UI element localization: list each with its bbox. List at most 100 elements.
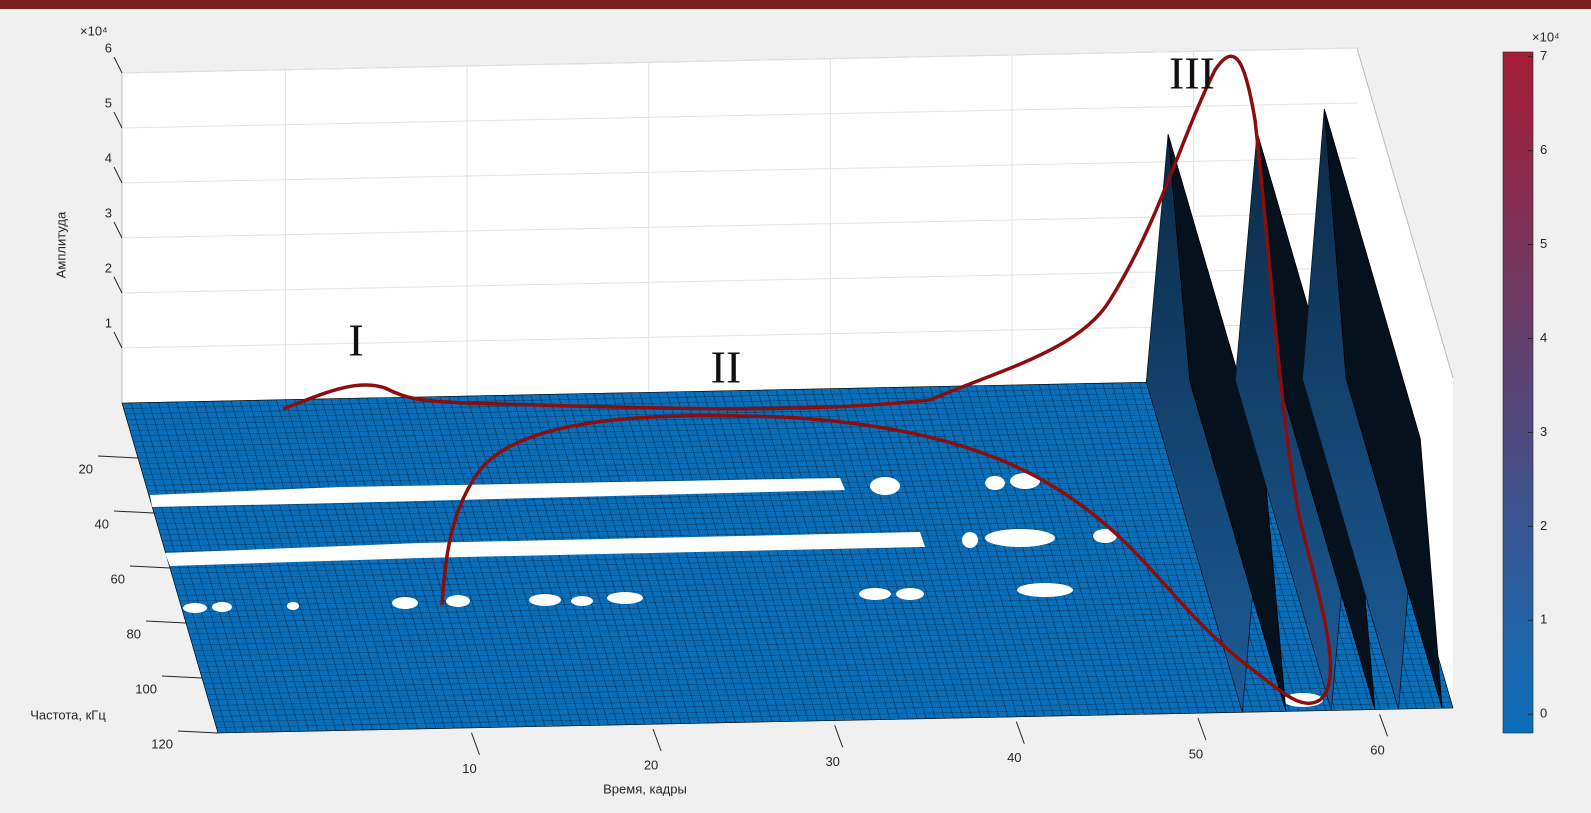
mesh-line [757, 390, 854, 721]
colorbar-tick-label: 3 [1540, 424, 1547, 439]
mesh-line [385, 397, 482, 728]
mesh-line [330, 398, 428, 729]
peak-shade [1167, 134, 1287, 712]
mesh-line [321, 398, 419, 730]
x-tick [834, 725, 844, 748]
z-tick [113, 331, 123, 349]
mesh-line [421, 396, 519, 728]
mesh-line [911, 386, 1009, 718]
mesh-line [938, 386, 1036, 717]
grid-line [121, 47, 1358, 74]
mesh-line [339, 398, 437, 729]
mesh-line [1138, 382, 1236, 713]
mesh-line [539, 394, 637, 725]
z-tick [113, 221, 123, 239]
colorbar-tick-label: 1 [1540, 612, 1547, 627]
mesh-line [530, 394, 627, 725]
mesh-line [657, 392, 755, 723]
x-tick [652, 728, 662, 752]
y-tick-label: 40 [95, 516, 109, 531]
y-tick [129, 565, 171, 569]
mesh-line [839, 388, 936, 719]
annotation-curve [282, 54, 1333, 706]
mesh-line [412, 397, 509, 728]
x-tick-label: 50 [1189, 746, 1203, 761]
mesh-line [766, 389, 864, 721]
z-tick-label: 3 [105, 205, 112, 220]
mesh-line [394, 397, 491, 728]
z-axis-label: Амплитуда [53, 211, 68, 278]
mesh-line [167, 401, 264, 733]
mesh-line [784, 389, 882, 720]
colorbar-tick-label: 2 [1540, 518, 1547, 533]
y-tick-label: 100 [135, 681, 157, 696]
mesh-line [875, 387, 973, 718]
mesh-line [975, 385, 1072, 716]
mesh-line [675, 391, 773, 722]
mesh-line [621, 392, 718, 723]
mesh-line [348, 398, 446, 729]
mesh-line [966, 385, 1063, 717]
mesh-line [730, 390, 827, 721]
mesh-line [139, 402, 237, 733]
mesh-line [312, 399, 410, 730]
mesh-line [1038, 384, 1136, 715]
mesh-line [430, 396, 528, 727]
mesh-line [602, 393, 700, 724]
mesh-line [748, 390, 845, 721]
z-exponent: ×10⁴ [80, 23, 108, 38]
mesh-line [548, 394, 646, 725]
y-tick [145, 620, 187, 624]
mesh-line [185, 401, 282, 732]
mesh-line [702, 391, 800, 722]
mesh-line [512, 394, 609, 726]
mesh-line [866, 387, 963, 719]
y-tick-label: 80 [127, 626, 141, 641]
z-tick-label: 1 [105, 315, 112, 330]
mesh-line [448, 396, 546, 727]
mesh-line [475, 395, 573, 726]
y-tick [161, 675, 203, 679]
mesh-line [1111, 382, 1209, 714]
mesh-line [121, 402, 219, 734]
mesh-line [566, 393, 664, 725]
mesh-line [1120, 382, 1218, 713]
x-tick [1197, 717, 1207, 741]
mesh-line [884, 387, 982, 718]
mesh-line [257, 400, 355, 731]
mesh-line [248, 400, 346, 731]
x-tick-label: 20 [644, 757, 658, 772]
x-tick [1379, 714, 1389, 737]
y-tick-label: 60 [111, 571, 125, 586]
colorbar-tick-label: 0 [1540, 706, 1547, 721]
z-tick [113, 111, 123, 129]
mesh-line [276, 399, 373, 730]
mesh-line [230, 400, 328, 731]
colorbar-tick-label: 5 [1540, 236, 1547, 251]
mesh-line [457, 396, 555, 727]
mesh-line [503, 395, 600, 726]
mesh-line [893, 387, 991, 718]
mesh-line [1020, 384, 1118, 715]
x-tick-label: 30 [825, 754, 839, 769]
mesh-line [216, 702, 1452, 728]
mesh-line [521, 394, 618, 726]
x-axis-label: Время, кадры [603, 781, 687, 796]
surface [121, 377, 1454, 734]
mesh-line [829, 388, 927, 719]
mesh-line [666, 391, 764, 723]
mesh-line [221, 400, 319, 732]
mesh-line [266, 399, 364, 731]
mesh-line [194, 401, 291, 732]
mesh-line [557, 394, 655, 725]
mesh-line [130, 402, 228, 733]
mesh-line [721, 390, 818, 721]
mesh-line [984, 385, 1082, 716]
mesh-line [993, 385, 1091, 716]
mesh-line [493, 395, 591, 726]
mesh-line [176, 401, 273, 732]
y-tick-label: 20 [79, 461, 93, 476]
z-tick [113, 166, 123, 184]
mesh-line [212, 401, 310, 732]
